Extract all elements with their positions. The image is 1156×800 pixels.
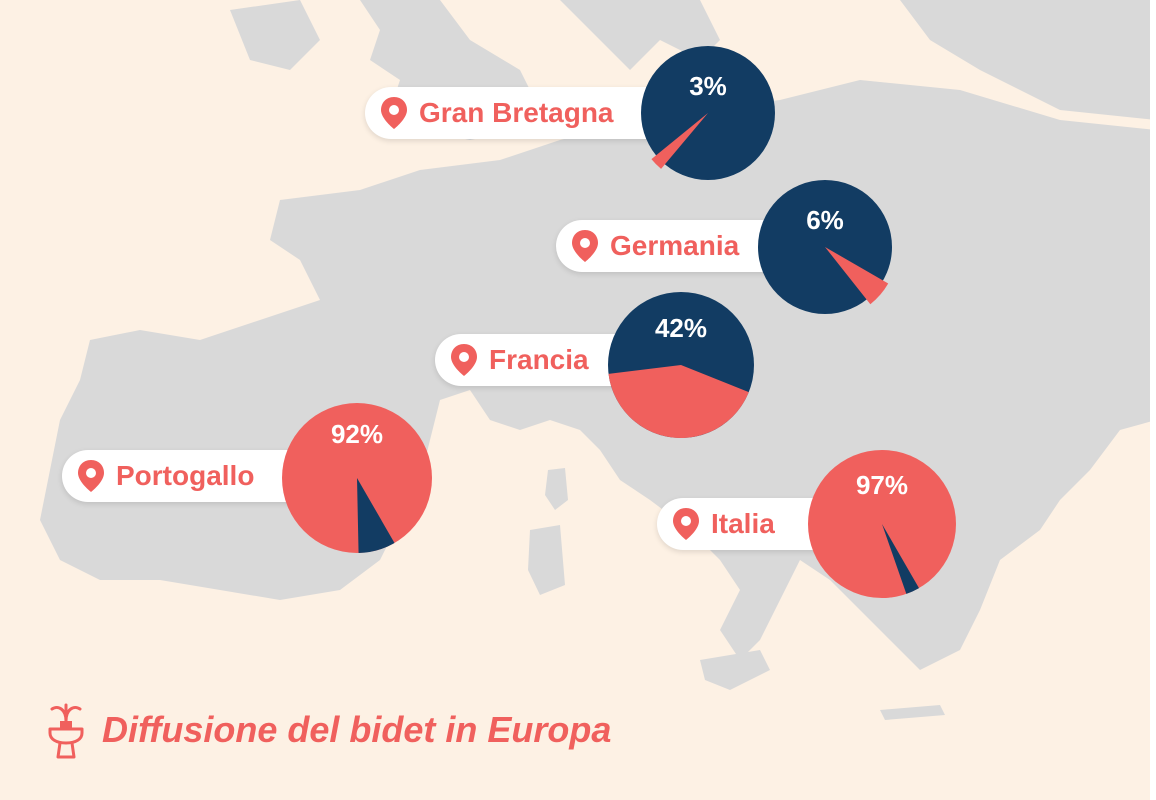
crete-landmass bbox=[880, 705, 945, 720]
corsica-landmass bbox=[545, 468, 568, 510]
pie-value-label: 92% bbox=[331, 419, 383, 449]
pie-value-label: 97% bbox=[856, 470, 908, 500]
right-edge-strip bbox=[1150, 0, 1156, 800]
map-pin-icon bbox=[451, 344, 477, 376]
sardinia-landmass bbox=[528, 525, 565, 595]
pie-value-label: 3% bbox=[689, 71, 727, 101]
map-pin-icon bbox=[381, 97, 407, 129]
map-pin-icon bbox=[78, 460, 104, 492]
map-pin-icon bbox=[572, 230, 598, 262]
country-name: Francia bbox=[489, 344, 589, 375]
pie-value-label: 42% bbox=[655, 313, 707, 343]
pie-slice-with-bidet bbox=[825, 247, 889, 305]
pie-slice-with-bidet bbox=[608, 365, 749, 438]
pie-germania: 6% bbox=[758, 180, 892, 314]
ireland-landmass bbox=[230, 0, 320, 70]
pie-francia: 42% bbox=[608, 292, 754, 438]
country-name: Germania bbox=[610, 230, 740, 261]
pie-slice-without-bidet bbox=[357, 478, 395, 553]
pie-value-label: 6% bbox=[806, 205, 844, 235]
map-pin-icon bbox=[673, 508, 699, 540]
bidet-icon bbox=[48, 703, 84, 759]
country-name: Portogallo bbox=[116, 460, 255, 491]
pie-italia: 97% bbox=[808, 450, 956, 598]
sicily-landmass bbox=[700, 650, 770, 690]
pie-portogallo: 92% bbox=[282, 403, 432, 553]
country-name: Italia bbox=[711, 508, 775, 539]
country-name: Gran Bretagna bbox=[419, 97, 614, 128]
pie-slice-without-bidet bbox=[882, 524, 919, 594]
page-title: Diffusione del bidet in Europa bbox=[102, 709, 612, 750]
scandinavia-landmass bbox=[560, 0, 720, 70]
title-row: Diffusione del bidet in Europa bbox=[44, 690, 611, 770]
northern-landmass bbox=[900, 0, 1156, 120]
country-label-gran-bretagna: Gran Bretagna bbox=[365, 87, 683, 139]
pie-slice-with-bidet bbox=[651, 113, 708, 169]
pie-gran-bretagna: 3% bbox=[641, 46, 775, 180]
